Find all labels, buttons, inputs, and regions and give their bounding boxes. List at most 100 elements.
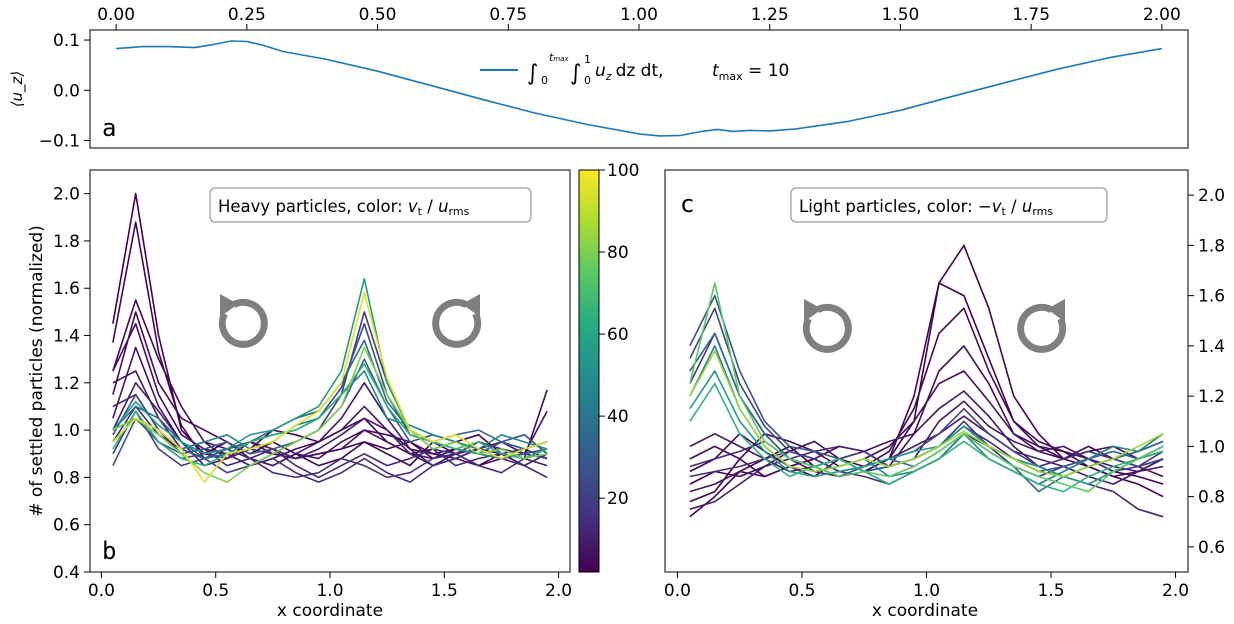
panel-a-y-tick-label: 0.0: [53, 81, 80, 101]
panel-b-series-line: [112, 192, 548, 467]
panel-b-legend: Heavy particles, color: vt / urms: [209, 187, 532, 223]
colorbar-ticks: 20 40 60 80 100: [599, 161, 639, 509]
panel-c-x-tick-label: 0.0: [664, 581, 691, 601]
panel-c-y-ticks: 0.6 0.8 1.0 1.2 1.4 1.6 1.8 2.0: [1188, 186, 1225, 558]
panel-c-y-tick-label: 0.6: [1198, 538, 1225, 558]
panel-b-series-line: [112, 299, 548, 460]
panel-b-legend-box: [209, 187, 532, 223]
panel-b-letter: b: [102, 537, 116, 565]
panel-c-y-tick-label: 1.6: [1198, 287, 1225, 307]
panel-c-series-line: [689, 415, 1164, 510]
panel-c-y-tick-label: 1.8: [1198, 236, 1225, 256]
panel-a-x-ticks: 0.00 0.25 0.50 0.75 1.00 1.25 1.50 1.75 2.00: [97, 5, 1181, 30]
panel-a-x-tick-label: 0.00: [97, 5, 135, 25]
panel-a-frame: [89, 29, 1189, 149]
panel-b-y-tick-label: 1.6: [53, 279, 80, 299]
panel-b-y-tick-label: 1.4: [53, 327, 80, 347]
panel-b-series-line: [112, 221, 548, 460]
panel-b-y-tick-label: 0.8: [53, 468, 80, 488]
panel-c-series-line: [689, 350, 1164, 478]
panel-b: 0.0 0.5 1.0 1.5 2.0 0.4 0.6 0.8 1.0 1.2 1.4 1.6 1.8…: [27, 169, 572, 621]
panel-a-x-tick-label: 1.75: [1012, 5, 1050, 25]
panel-a-x-tick-label: 0.50: [359, 5, 397, 25]
panel-c-legend-text: Light particles, color: −vt / urms: [799, 197, 1053, 218]
panel-c-x-tick-label: 2.0: [1162, 581, 1189, 601]
counterclockwise-arrow-icon: [432, 294, 482, 348]
panel-a-letter: a: [102, 114, 116, 142]
panel-a: 0.00 0.25 0.50 0.75 1.00 1.25 1.50 1.75 2.00 0.1…: [8, 5, 1189, 151]
panel-c-x-ticks: 0.0 0.5 1.0 1.5 2.0: [664, 572, 1189, 601]
clockwise-arrow-icon: [218, 294, 268, 348]
legend-upper-limit-outer: tmax: [549, 51, 569, 64]
panel-a-y-ticks: 0.1 0.0 −0.1: [39, 31, 90, 151]
panel-b-legend-text: Heavy particles, color: vt / urms: [218, 197, 470, 218]
colorbar-gradient: [579, 170, 599, 572]
panel-c-series-line: [689, 294, 1164, 473]
panel-c-legend-box: [790, 187, 1108, 223]
panel-c-frame: [664, 169, 1189, 573]
panel-c-series-line: [689, 370, 1164, 485]
panel-c-y-tick-label: 1.0: [1198, 437, 1225, 457]
panel-b-series: [112, 192, 548, 483]
panel-a-x-tick-label: 1.00: [620, 5, 658, 25]
panel-a-y-tick-label: −0.1: [39, 131, 80, 151]
colorbar-tick-label: 100: [607, 161, 639, 181]
panel-c-series: [689, 244, 1164, 518]
panel-b-series-line: [112, 363, 548, 467]
panel-b-x-tick-label: 0.5: [202, 581, 229, 601]
colorbar-tick-label: 60: [607, 325, 629, 345]
panel-b-y-tick-label: 0.4: [53, 563, 80, 583]
panel-b-series-line: [112, 292, 548, 483]
panel-c-x-tick-label: 0.5: [788, 581, 815, 601]
panel-b-series-line: [112, 346, 548, 483]
panel-c-x-tick-label: 1.5: [1038, 581, 1065, 601]
panel-c-letter: c: [680, 190, 694, 218]
legend-integrand: uz dz dt,: [595, 61, 664, 83]
panel-b-y-tick-label: 2.0: [53, 185, 80, 205]
panel-b-series-line: [112, 277, 548, 460]
panel-a-x-tick-label: 1.25: [751, 5, 789, 25]
panel-a-y-axis-label: ⟨u_z⟩: [8, 71, 27, 108]
panel-c-x-axis-label: x coordinate: [872, 601, 978, 621]
panel-a-legend: ∫ 0 tmax ∫ 0 1 uz dz dt, tmax = 10: [480, 51, 789, 87]
legend-lower-limit-inner: 0: [584, 74, 591, 87]
panel-c-series-line: [689, 382, 1164, 493]
panel-a-y-tick-label: 0.1: [53, 31, 80, 51]
panel-b-y-ticks: 0.4 0.6 0.8 1.0 1.2 1.4 1.6 1.8 2.0: [53, 185, 90, 583]
panel-b-x-tick-label: 1.5: [431, 581, 458, 601]
colorbar-frame: [578, 169, 600, 573]
panel-b-frame: [89, 169, 571, 573]
legend-upper-limit-inner: 1: [584, 53, 591, 66]
panel-b-y-axis-label: # of settled particles (normalized): [27, 225, 47, 517]
panel-b-x-ticks: 0.0 0.5 1.0 1.5 2.0: [88, 572, 572, 601]
panel-c-y-tick-label: 1.2: [1198, 387, 1225, 407]
panel-b-y-tick-label: 1.2: [53, 374, 80, 394]
panel-c-y-tick-label: 0.8: [1198, 488, 1225, 508]
panel-a-series: [116, 40, 1163, 137]
legend-integral-inner: ∫: [570, 61, 581, 86]
panel-b-x-tick-label: 2.0: [545, 581, 572, 601]
panel-b-y-tick-label: 1.8: [53, 232, 80, 252]
panel-a-x-tick-label: 2.00: [1143, 5, 1181, 25]
panel-b-x-axis-label: x coordinate: [277, 601, 383, 621]
colorbar: 20 40 60 80 100: [578, 161, 639, 573]
panel-a-x-tick-label: 0.25: [228, 5, 266, 25]
panel-c-series-line: [689, 282, 1164, 493]
panel-b-y-tick-label: 0.6: [53, 516, 80, 536]
legend-tmax: tmax = 10: [712, 61, 789, 83]
colorbar-tick-label: 80: [607, 243, 629, 263]
panel-c-y-tick-label: 1.4: [1198, 337, 1225, 357]
panel-a-x-tick-label: 0.75: [489, 5, 527, 25]
legend-lower-limit-outer: 0: [541, 74, 548, 87]
panel-b-y-tick-label: 1.0: [53, 421, 80, 441]
counterclockwise-arrow-icon: [1017, 299, 1067, 353]
colorbar-tick-label: 20: [607, 489, 629, 509]
panel-b-x-tick-label: 0.0: [88, 581, 115, 601]
panel-c: 0.0 0.5 1.0 1.5 2.0 0.6 0.8 1.0 1.2 1.4 1.6 1.8 2.0…: [664, 169, 1225, 621]
panel-a-series-line: [116, 40, 1163, 137]
panel-b-x-tick-label: 1.0: [316, 581, 343, 601]
legend-integral-outer: ∫: [527, 61, 538, 86]
panel-a-x-tick-label: 1.50: [881, 5, 919, 25]
panel-c-legend: Light particles, color: −vt / urms: [790, 187, 1108, 223]
